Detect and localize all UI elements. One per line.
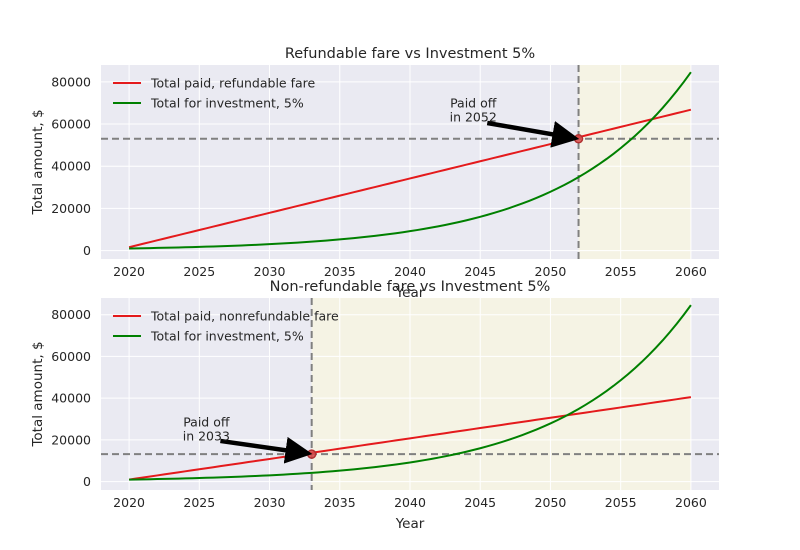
y-tick-label: 60000 — [51, 117, 91, 132]
gridlines — [101, 298, 719, 490]
y-tick-label: 40000 — [51, 159, 91, 174]
breakeven-point — [573, 134, 584, 144]
paid-off-shaded-region — [311, 298, 691, 490]
x-tick-label: 2040 — [394, 495, 426, 510]
y-axis-label: Total amount, $ — [30, 109, 46, 215]
x-tick-label: 2060 — [675, 264, 707, 279]
x-tick-label: 2045 — [464, 495, 496, 510]
chart-title: Refundable fare vs Investment 5% — [285, 46, 535, 62]
x-tick-label: 2030 — [254, 264, 286, 279]
chart-panel-nonrefundable: Paid off in 2033 2020 2025 2030 2035 2040 204… — [30, 279, 719, 532]
annotation-arrow — [486, 120, 580, 148]
y-tick-label: 80000 — [51, 307, 91, 322]
y-tick-label: 0 — [83, 243, 91, 258]
x-tick-label: 2050 — [535, 495, 567, 510]
x-tick-label: 2020 — [113, 264, 145, 279]
y-axis-label: Total amount, $ — [30, 341, 46, 447]
annotation-text-line-2: in 2052 — [450, 110, 497, 125]
chart-panel-refundable: Paid off in 2052 2020 2025 2030 2035 2040 204… — [30, 46, 719, 301]
annotation-text-line-2: in 2033 — [183, 429, 230, 444]
x-tick-label: 2050 — [535, 264, 567, 279]
x-tick-label: 2030 — [254, 495, 286, 510]
y-tick-label: 20000 — [51, 201, 91, 216]
legend-label-investment: Total for investment, 5% — [150, 96, 304, 111]
x-tick-label: 2025 — [183, 264, 215, 279]
chart-title: Non-refundable fare vs Investment 5% — [270, 279, 551, 295]
x-tick-label: 2060 — [675, 495, 707, 510]
series-line-investment — [129, 71, 692, 250]
x-tick-labels: 2020 2025 2030 2035 2040 2045 2050 2055 2060 — [113, 264, 707, 279]
legend-label-total-paid: Total paid, nonrefundable fare — [150, 309, 339, 324]
breakeven-point — [306, 449, 317, 459]
x-tick-label: 2045 — [464, 264, 496, 279]
annotation-text-line-1: Paid off — [183, 415, 230, 430]
legend: Total paid, refundable fare Total for in… — [113, 76, 316, 111]
y-tick-label: 80000 — [51, 74, 91, 89]
legend-label-total-paid: Total paid, refundable fare — [150, 76, 316, 91]
x-tick-labels: 2020 2025 2030 2035 2040 2045 2050 2055 2060 — [113, 495, 707, 510]
x-tick-label: 2040 — [394, 264, 426, 279]
gridlines — [101, 65, 719, 259]
y-tick-label: 0 — [83, 474, 91, 489]
annotation-text-line-1: Paid off — [450, 96, 497, 111]
series-line-investment — [129, 304, 692, 481]
x-axis-label: Year — [395, 285, 425, 301]
series-line-total-paid — [128, 396, 692, 481]
y-tick-label: 40000 — [51, 391, 91, 406]
x-tick-label: 2055 — [605, 264, 637, 279]
y-tick-labels: 0 20000 40000 60000 80000 — [51, 307, 91, 489]
y-tick-label: 20000 — [51, 432, 91, 447]
x-tick-label: 2055 — [605, 495, 637, 510]
legend: Total paid, nonrefundable fare Total for… — [113, 309, 339, 344]
x-tick-label: 2025 — [183, 495, 215, 510]
x-tick-label: 2020 — [113, 495, 145, 510]
x-axis-label: Year — [395, 516, 425, 532]
x-tick-label: 2035 — [324, 264, 356, 279]
y-tick-label: 60000 — [51, 349, 91, 364]
legend-label-investment: Total for investment, 5% — [150, 329, 304, 344]
series-line-total-paid — [128, 108, 692, 249]
x-tick-label: 2035 — [324, 495, 356, 510]
y-tick-labels: 0 20000 40000 60000 80000 — [51, 74, 91, 258]
annotation-arrow — [220, 436, 313, 464]
